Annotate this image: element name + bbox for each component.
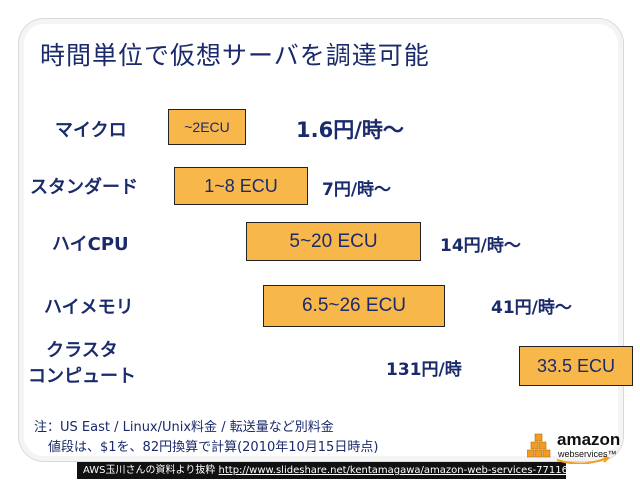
price-high-cpu: 14円/時〜 — [440, 236, 521, 256]
footnote-line1: 注：US East / Linux/Unix料金 / 転送量など別料金 — [34, 420, 334, 435]
tier-name-cluster-line1: クラスタ — [46, 340, 118, 361]
price-standard: 7円/時〜 — [322, 180, 392, 200]
amazon-cubes-icon — [527, 433, 610, 464]
ecu-box-micro: ~2ECU — [168, 109, 246, 145]
ecu-box-high-cpu: 5~20 ECU — [246, 222, 421, 261]
tier-name-high-cpu: ハイCPU — [52, 234, 129, 255]
source-label: AWS玉川さんの資料より抜粋 — [83, 465, 216, 476]
slide-frame — [18, 18, 624, 462]
amazon-logo-text: amazon — [557, 430, 621, 449]
footnote: 注：US East / Linux/Unix料金 / 転送量など別料金 値段は、… — [34, 418, 378, 458]
amazon-logo-subtext: webservices™ — [558, 449, 617, 459]
tier-name-micro: マイクロ — [55, 120, 127, 141]
ecu-box-cluster-compute: 33.5 ECU — [519, 346, 633, 386]
ecu-box-standard: 1~8 ECU — [174, 167, 308, 205]
source-link[interactable]: http://www.slideshare.net/kentamagawa/am… — [218, 465, 566, 476]
price-micro: 1.6円/時〜 — [296, 118, 404, 142]
tier-name-cluster-line2: コンピュート — [28, 366, 136, 387]
ecu-box-high-memory: 6.5~26 ECU — [263, 285, 445, 327]
price-cluster-compute: 131円/時 — [386, 360, 462, 380]
source-bar: AWS玉川さんの資料より抜粋 http://www.slideshare.net… — [77, 462, 566, 479]
footnote-line2: 値段は、$1を、82円換算で計算(2010年10月15日時点) — [48, 440, 379, 455]
tier-name-cluster-compute: クラスタ コンピュート — [28, 338, 136, 390]
tier-name-high-memory: ハイメモリ — [44, 297, 134, 318]
tier-name-standard: スタンダード — [30, 177, 138, 198]
price-high-memory: 41円/時〜 — [491, 298, 572, 318]
slide-title: 時間単位で仮想サーバを調達可能 — [40, 41, 430, 70]
